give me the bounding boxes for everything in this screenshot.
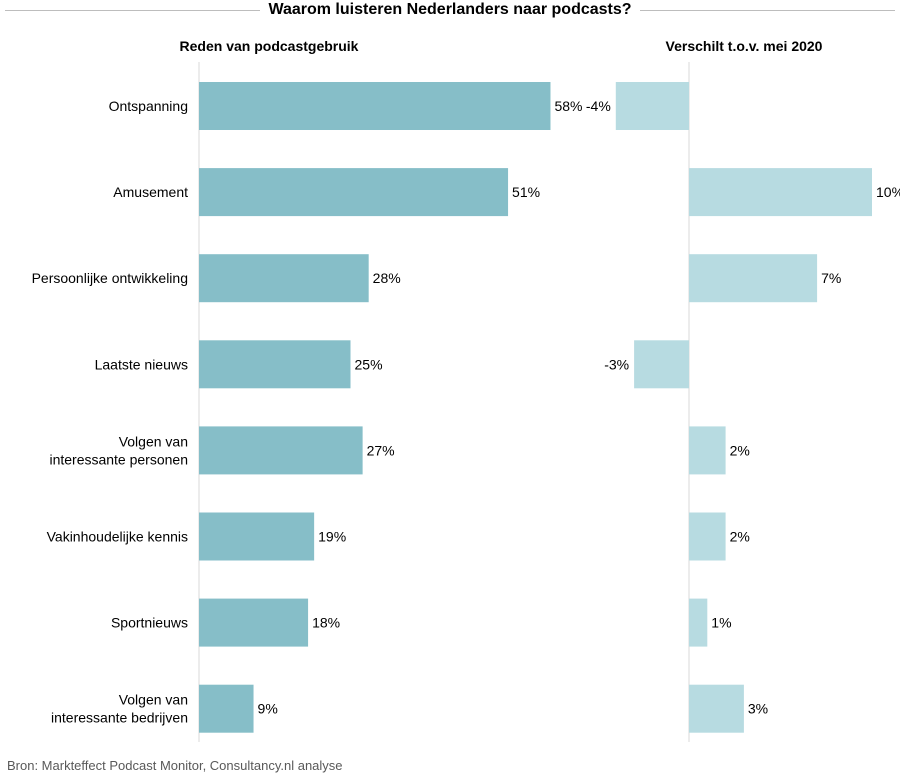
main-bar (199, 254, 369, 303)
page-title-text: Waarom luisteren Nederlanders naar podca… (260, 1, 640, 18)
main-bar (199, 598, 309, 647)
main-bar-value-label: 18% (312, 615, 340, 631)
main-bar-value-label: 27% (367, 442, 395, 458)
source-note: Bron: Markteffect Podcast Monitor, Consu… (7, 758, 343, 773)
diff-bar (689, 254, 818, 303)
diff-bar-value-label: -4% (586, 98, 611, 114)
title-rule-left (5, 10, 260, 11)
diff-bar (689, 168, 872, 217)
category-label: Sportnieuws (111, 615, 188, 631)
diff-bar-value-label: 2% (730, 529, 750, 545)
diff-bar-value-label: 1% (711, 615, 731, 631)
diff-bar-value-label: 10% (876, 184, 900, 200)
diff-bar-value-label: 7% (821, 270, 841, 286)
main-bar-value-label: 28% (373, 270, 401, 286)
main-bar (199, 168, 509, 217)
main-bar (199, 340, 351, 389)
main-bar-value-label: 58% (554, 98, 582, 114)
diff-bar (689, 512, 726, 561)
main-bar-value-label: 51% (512, 184, 540, 200)
main-bar (199, 82, 551, 130)
diff-bar (634, 340, 689, 389)
main-bar-value-label: 25% (355, 356, 383, 372)
page-title: Waarom luisteren Nederlanders naar podca… (0, 1, 900, 19)
diff-bar (689, 598, 708, 647)
main-bar-value-label: 9% (258, 701, 278, 717)
category-label: Vakinhoudelijke kennis (47, 529, 188, 545)
category-label: Persoonlijke ontwikkeling (32, 270, 188, 286)
diff-bar-value-label: -3% (604, 356, 629, 372)
diff-bar-value-label: 2% (730, 442, 750, 458)
category-label: Volgen van (119, 433, 188, 449)
left-panel-title: Reden van podcastgebruik (180, 38, 359, 54)
diff-bar (615, 82, 689, 130)
category-label: Laatste nieuws (95, 356, 188, 372)
main-bar (199, 512, 315, 561)
main-bar (199, 426, 363, 475)
diff-bar (689, 426, 726, 475)
diff-bar-value-label: 3% (748, 701, 768, 717)
category-label: interessante personen (49, 451, 188, 467)
main-bar-value-label: 19% (318, 529, 346, 545)
chart-canvas: Reden van podcastgebruik Verschilt t.o.v.… (32, 38, 900, 742)
category-label: Volgen van (119, 692, 188, 708)
main-bar (199, 684, 254, 733)
category-label: Amusement (113, 184, 188, 200)
title-rule-right (640, 10, 895, 11)
right-panel-title: Verschilt t.o.v. mei 2020 (666, 38, 823, 54)
diff-bar (689, 684, 744, 733)
chart-title-bar: Waarom luisteren Nederlanders naar podca… (0, 0, 900, 22)
category-label: interessante bedrijven (51, 710, 188, 726)
category-label: Ontspanning (109, 98, 188, 114)
